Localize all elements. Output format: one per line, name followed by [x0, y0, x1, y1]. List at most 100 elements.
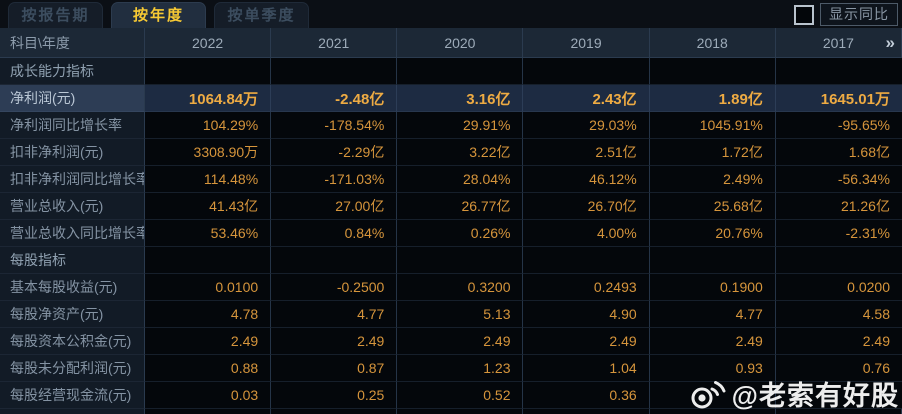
indicator-row: 净利润同比增长率 104.29% -178.54% 29.91% 29.03% 1045.… — [0, 112, 902, 139]
value-cell: 0.2493 — [523, 274, 650, 301]
value-cell — [775, 382, 902, 409]
row-label: 每股资本公积金(元) — [0, 328, 145, 355]
indicator-row: 扣非净利润同比增长率 114.48% -171.03% 28.04% 46.12% 2.4… — [0, 166, 902, 193]
indicator-row: 每股经营现金流(元) 0.03 0.25 0.52 0.36 — [0, 382, 902, 409]
value-cell: 1.23 — [397, 355, 524, 382]
tab-by-report-period[interactable]: 按报告期 — [8, 2, 103, 28]
table-body: 成长能力指标 净利润(元) 1064.84万 -2.48亿 3.16亿 2.43亿 1.89… — [0, 58, 902, 409]
row-label: 每股净资产(元) — [0, 301, 145, 328]
value-cell: 26.77亿 — [397, 193, 524, 220]
value-cell: 29.91% — [397, 112, 524, 139]
value-cell: 104.29% — [145, 112, 272, 139]
year-column-header-2019: 2019 — [523, 28, 650, 58]
value-cell: 28.04% — [397, 166, 524, 193]
value-cell: 41.43亿 — [145, 193, 272, 220]
value-cell: 2.49 — [775, 328, 902, 355]
value-cell: 21.26亿 — [775, 193, 902, 220]
year-column-header-2018: 2018 — [649, 28, 776, 58]
value-cell — [397, 58, 524, 85]
value-cell: 3.16亿 — [397, 85, 524, 112]
value-cell: -2.29亿 — [271, 139, 398, 166]
value-cell: 29.03% — [523, 112, 650, 139]
value-cell: 1.89亿 — [649, 85, 776, 112]
yoy-controls: 显示同比 — [794, 3, 898, 26]
value-cell: 3.22亿 — [397, 139, 524, 166]
row-label: 净利润同比增长率 — [0, 112, 145, 139]
section-row: 每股指标 — [0, 247, 902, 274]
value-cell: 25.68亿 — [649, 193, 776, 220]
value-cell: 0.76 — [775, 355, 902, 382]
value-cell: 4.77 — [271, 301, 398, 328]
period-tabbar: 按报告期 按年度 按单季度 显示同比 — [0, 0, 902, 28]
value-cell: 1045.91% — [649, 112, 776, 139]
row-label: 基本每股收益(元) — [0, 274, 145, 301]
row-label: 每股未分配利润(元) — [0, 355, 145, 382]
value-cell: 4.78 — [145, 301, 272, 328]
table-header-row: 科目\年度 2022 2021 2020 2019 2018 2017» — [0, 28, 902, 58]
value-cell: 2.49 — [271, 328, 398, 355]
tab-by-quarter[interactable]: 按单季度 — [214, 2, 309, 28]
value-cell: 4.58 — [775, 301, 902, 328]
value-cell: 1.68亿 — [775, 139, 902, 166]
value-cell — [271, 58, 398, 85]
value-cell: 114.48% — [145, 166, 272, 193]
year-column-header-2021: 2021 — [271, 28, 398, 58]
value-cell: 0.0200 — [775, 274, 902, 301]
indicator-row: 基本每股收益(元) 0.0100 -0.2500 0.3200 0.2493 0.1900… — [0, 274, 902, 301]
value-cell — [145, 58, 272, 85]
more-years-button[interactable]: » — [885, 32, 895, 52]
indicator-row: 营业总收入(元) 41.43亿 27.00亿 26.77亿 26.70亿 25.68亿 21… — [0, 193, 902, 220]
value-cell — [775, 247, 902, 274]
tab-by-year[interactable]: 按年度 — [111, 2, 206, 28]
value-cell: 4.90 — [523, 301, 650, 328]
indicator-row: 营业总收入同比增长率 53.46% 0.84% 0.26% 4.00% 20.76% -2.… — [0, 220, 902, 247]
row-label: 扣非净利润(元) — [0, 139, 145, 166]
indicator-row: 每股净资产(元) 4.78 4.77 5.13 4.90 4.77 4.58 — [0, 301, 902, 328]
indicator-row: 每股未分配利润(元) 0.88 0.87 1.23 1.04 0.93 0.76 — [0, 355, 902, 382]
value-cell: 2.49% — [649, 166, 776, 193]
section-row: 成长能力指标 — [0, 58, 902, 85]
value-cell: 46.12% — [523, 166, 650, 193]
value-cell: 2.49 — [145, 328, 272, 355]
value-cell: 0.84% — [271, 220, 398, 247]
indicator-row: 每股资本公积金(元) 2.49 2.49 2.49 2.49 2.49 2.49 — [0, 328, 902, 355]
row-label: 成长能力指标 — [0, 58, 145, 85]
show-yoy-checkbox[interactable] — [794, 4, 814, 25]
row-label: 每股指标 — [0, 247, 145, 274]
value-cell — [649, 58, 776, 85]
corner-header: 科目\年度 — [0, 28, 145, 58]
show-yoy-label[interactable]: 显示同比 — [820, 3, 898, 26]
value-cell: 0.36 — [523, 382, 650, 409]
value-cell — [775, 58, 902, 85]
value-cell: 53.46% — [145, 220, 272, 247]
year-column-header-2020: 2020 — [397, 28, 524, 58]
value-cell: -95.65% — [775, 112, 902, 139]
value-cell: 1.04 — [523, 355, 650, 382]
value-cell: 4.77 — [649, 301, 776, 328]
value-cell — [523, 58, 650, 85]
row-label: 营业总收入(元) — [0, 193, 145, 220]
year-column-header-2017: 2017 — [775, 28, 902, 58]
year-column-header-2022: 2022 — [145, 28, 272, 58]
value-cell: 2.49 — [397, 328, 524, 355]
value-cell: 0.93 — [649, 355, 776, 382]
value-cell: 20.76% — [649, 220, 776, 247]
row-label: 每股经营现金流(元) — [0, 382, 145, 409]
indicator-row: 净利润(元) 1064.84万 -2.48亿 3.16亿 2.43亿 1.89亿 1645.… — [0, 85, 902, 112]
value-cell: 1.72亿 — [649, 139, 776, 166]
value-cell: 26.70亿 — [523, 193, 650, 220]
indicator-row: 扣非净利润(元) 3308.90万 -2.29亿 3.22亿 2.51亿 1.72亿 1.6… — [0, 139, 902, 166]
value-cell: 0.88 — [145, 355, 272, 382]
value-cell: -56.34% — [775, 166, 902, 193]
value-cell: -0.2500 — [271, 274, 398, 301]
value-cell: 0.03 — [145, 382, 272, 409]
value-cell: 4.00% — [523, 220, 650, 247]
value-cell: 0.25 — [271, 382, 398, 409]
value-cell: 5.13 — [397, 301, 524, 328]
row-label: 净利润(元) — [0, 85, 145, 112]
indicators-table: 科目\年度 2022 2021 2020 2019 2018 2017» 成长能力指标 净利润… — [0, 28, 902, 414]
clipped-next-row — [0, 409, 902, 414]
value-cell — [271, 247, 398, 274]
value-cell: 2.51亿 — [523, 139, 650, 166]
